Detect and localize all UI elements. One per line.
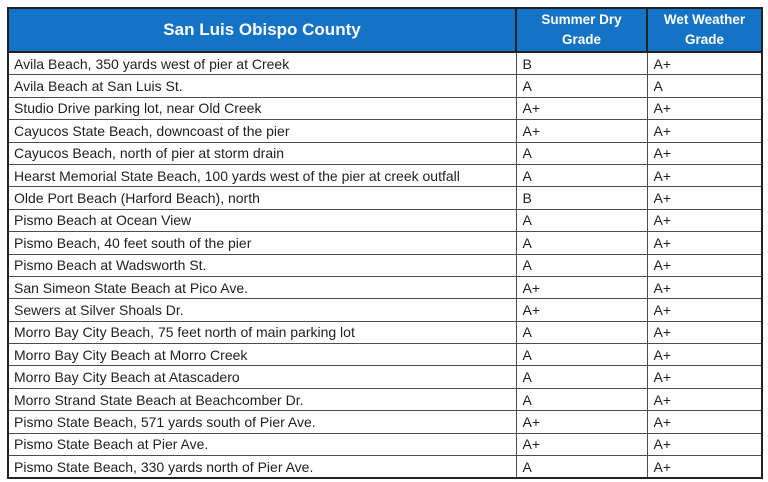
- wet-weather-grade-cell: A+: [646, 343, 763, 367]
- beach-location-cell: Olde Port Beach (Harford Beach), north: [7, 186, 517, 210]
- table-row: Morro Bay City Beach at Morro Creek A A+: [7, 343, 763, 367]
- beach-location-cell: Studio Drive parking lot, near Old Creek: [7, 96, 517, 121]
- wet-weather-grade-cell: A+: [646, 231, 763, 255]
- summer-dry-grade-cell: A+: [515, 275, 648, 300]
- wet-weather-grade-cell: A+: [646, 96, 763, 121]
- beach-location-cell: Morro Strand State Beach at Beachcomber …: [7, 387, 517, 412]
- wet-weather-grade-cell: A: [646, 74, 763, 98]
- beach-location-cell: Pismo State Beach, 330 yards north of Pi…: [7, 455, 517, 479]
- summer-dry-grade-cell: A: [515, 365, 648, 389]
- header-row: San Luis Obispo County Summer Dry Grade …: [7, 7, 763, 53]
- table-row: Avila Beach, 350 yards west of pier at C…: [7, 51, 763, 76]
- summer-dry-grade-cell: A: [515, 208, 648, 233]
- beach-location-cell: Pismo Beach at Ocean View: [7, 208, 517, 233]
- wet-weather-grade-cell: A+: [646, 387, 763, 412]
- table-header: San Luis Obispo County Summer Dry Grade …: [7, 7, 763, 53]
- summer-dry-grade-cell: A+: [515, 96, 648, 121]
- wet-weather-grade-cell: A+: [646, 275, 763, 300]
- table-body: Avila Beach, 350 yards west of pier at C…: [7, 51, 763, 479]
- beach-grades-table-container: San Luis Obispo County Summer Dry Grade …: [7, 7, 763, 480]
- wet-weather-grade-cell: A+: [646, 163, 763, 188]
- summer-dry-grade-cell: A: [515, 74, 648, 98]
- table-row: Morro Strand State Beach at Beachcomber …: [7, 387, 763, 412]
- summer-dry-grade-cell: A+: [515, 432, 648, 457]
- summer-dry-grade-cell: A: [515, 163, 648, 188]
- wet-weather-grade-cell: A+: [646, 432, 763, 457]
- beach-location-cell: Sewers at Silver Shoals Dr.: [7, 298, 517, 322]
- beach-location-cell: Morro Bay City Beach at Atascadero: [7, 365, 517, 389]
- table-row: Sewers at Silver Shoals Dr. A+ A+: [7, 298, 763, 322]
- summer-dry-grade-cell: A: [515, 253, 648, 277]
- table-row: Hearst Memorial State Beach, 100 yards w…: [7, 163, 763, 188]
- beach-location-cell: Avila Beach, 350 yards west of pier at C…: [7, 51, 517, 76]
- beach-location-cell: Pismo Beach at Wadsworth St.: [7, 253, 517, 277]
- summer-dry-grade-cell: A+: [515, 298, 648, 322]
- summer-dry-grade-cell: A: [515, 320, 648, 345]
- table-row: Pismo State Beach, 330 yards north of Pi…: [7, 455, 763, 479]
- summer-dry-grade-cell: A: [515, 343, 648, 367]
- table-row: Pismo State Beach, 571 yards south of Pi…: [7, 410, 763, 434]
- beach-location-cell: Cayucos Beach, north of pier at storm dr…: [7, 141, 517, 165]
- table-row: Avila Beach at San Luis St. A A: [7, 74, 763, 98]
- beach-location-cell: Pismo Beach, 40 feet south of the pier: [7, 231, 517, 255]
- beach-location-cell: Morro Bay City Beach at Morro Creek: [7, 343, 517, 367]
- wet-weather-grade-cell: A+: [646, 365, 763, 389]
- summer-dry-grade-cell: A: [515, 455, 648, 479]
- beach-location-cell: Pismo State Beach at Pier Ave.: [7, 432, 517, 457]
- wet-weather-grade-cell: A+: [646, 455, 763, 479]
- table-row: Pismo Beach at Ocean View A A+: [7, 208, 763, 233]
- table-row: Olde Port Beach (Harford Beach), north B A…: [7, 186, 763, 210]
- beach-location-cell: San Simeon State Beach at Pico Ave.: [7, 275, 517, 300]
- county-title: San Luis Obispo County: [7, 7, 517, 53]
- table-row: Cayucos State Beach, downcoast of the pi…: [7, 119, 763, 143]
- wet-weather-grade-header: Wet Weather Grade: [646, 7, 763, 53]
- summer-dry-grade-cell: B: [515, 186, 648, 210]
- summer-dry-grade-header: Summer Dry Grade: [515, 7, 648, 53]
- beach-location-cell: Pismo State Beach, 571 yards south of Pi…: [7, 410, 517, 434]
- wet-weather-grade-cell: A+: [646, 208, 763, 233]
- wet-weather-grade-cell: A+: [646, 119, 763, 143]
- wet-weather-grade-cell: A+: [646, 253, 763, 277]
- table-row: Pismo Beach at Wadsworth St. A A+: [7, 253, 763, 277]
- beach-location-cell: Hearst Memorial State Beach, 100 yards w…: [7, 163, 517, 188]
- table-row: Cayucos Beach, north of pier at storm dr…: [7, 141, 763, 165]
- summer-dry-grade-cell: A+: [515, 410, 648, 434]
- beach-grades-table: San Luis Obispo County Summer Dry Grade …: [7, 7, 763, 480]
- table-row: San Simeon State Beach at Pico Ave. A+ A+: [7, 275, 763, 300]
- table-row: Pismo Beach, 40 feet south of the pier A A…: [7, 231, 763, 255]
- summer-dry-grade-cell: A: [515, 387, 648, 412]
- beach-location-cell: Avila Beach at San Luis St.: [7, 74, 517, 98]
- table-row: Morro Bay City Beach at Atascadero A A+: [7, 365, 763, 389]
- summer-dry-grade-cell: A+: [515, 119, 648, 143]
- table-row: Studio Drive parking lot, near Old Creek…: [7, 96, 763, 121]
- wet-weather-grade-cell: A+: [646, 320, 763, 345]
- beach-location-cell: Cayucos State Beach, downcoast of the pi…: [7, 119, 517, 143]
- beach-location-cell: Morro Bay City Beach, 75 feet north of m…: [7, 320, 517, 345]
- table-row: Pismo State Beach at Pier Ave. A+ A+: [7, 432, 763, 457]
- summer-dry-grade-cell: A: [515, 141, 648, 165]
- wet-weather-grade-cell: A+: [646, 298, 763, 322]
- summer-dry-grade-cell: A: [515, 231, 648, 255]
- wet-weather-grade-cell: A+: [646, 141, 763, 165]
- wet-weather-grade-cell: A+: [646, 51, 763, 76]
- wet-weather-grade-cell: A+: [646, 410, 763, 434]
- table-row: Morro Bay City Beach, 75 feet north of m…: [7, 320, 763, 345]
- summer-dry-grade-cell: B: [515, 51, 648, 76]
- wet-weather-grade-cell: A+: [646, 186, 763, 210]
